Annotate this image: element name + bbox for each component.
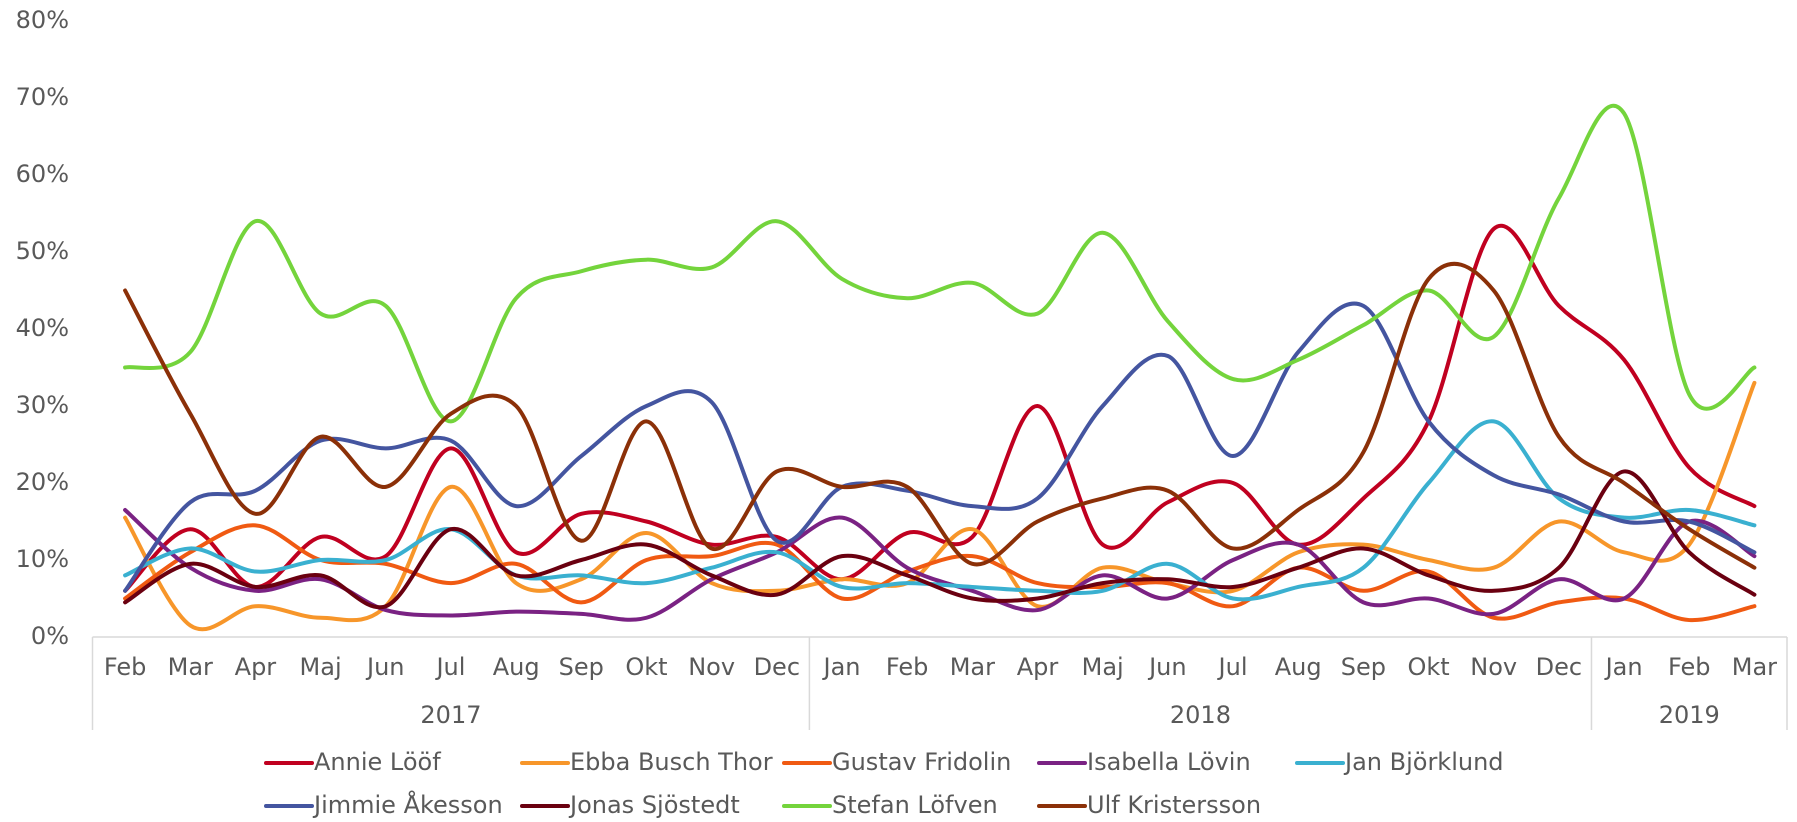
legend-label: Jan Björklund (1343, 748, 1504, 776)
y-tick-label: 50% (16, 237, 69, 265)
x-tick-label: Mar (950, 653, 995, 681)
x-tick-label: Okt (625, 653, 667, 681)
x-tick-label: Feb (886, 653, 929, 681)
x-tick-label: Nov (688, 653, 735, 681)
x-tick-label: Maj (1082, 653, 1124, 681)
legend-label: Isabella Lövin (1087, 748, 1251, 776)
x-tick-label: Feb (1668, 653, 1711, 681)
y-tick-label: 0% (31, 622, 69, 650)
legend-label: Ebba Busch Thor (570, 748, 773, 776)
x-tick-label: Mar (168, 653, 213, 681)
x-tick-label: Jan (1604, 653, 1643, 681)
x-tick-label: Sep (1341, 653, 1386, 681)
x-tick-label: Sep (559, 653, 604, 681)
x-tick-label: Aug (493, 653, 540, 681)
legend-label: Jonas Sjöstedt (568, 791, 740, 819)
series-line (123, 223, 1757, 593)
x-tick-label: Dec (1536, 653, 1582, 681)
x-tick-label: Jun (1147, 653, 1187, 681)
series-line (123, 380, 1757, 632)
x-tick-label: Nov (1470, 653, 1517, 681)
x-tick-label: Apr (235, 653, 277, 681)
y-tick-label: 10% (16, 545, 69, 573)
legend-label: Annie Lööf (314, 748, 441, 776)
series-line (123, 469, 1757, 610)
legend-label: Gustav Fridolin (832, 748, 1011, 776)
x-tick-label: Feb (104, 653, 147, 681)
x-tick-label: Maj (300, 653, 342, 681)
series-line (123, 103, 1757, 424)
y-tick-label: 80% (16, 6, 69, 34)
legend-label: Stefan Löfven (832, 791, 998, 819)
x-tick-label: Jan (821, 653, 860, 681)
legend-label: Ulf Kristersson (1087, 791, 1261, 819)
x-group-label: 2019 (1659, 701, 1720, 729)
series-line (123, 419, 1757, 602)
series-line (123, 261, 1757, 570)
x-tick-label: Dec (754, 653, 800, 681)
x-group-label: 2017 (420, 701, 481, 729)
x-tick-label: Jun (365, 653, 405, 681)
x-tick-label: Okt (1407, 653, 1449, 681)
y-tick-label: 70% (16, 83, 69, 111)
y-tick-label: 30% (16, 391, 69, 419)
x-tick-label: Jul (434, 653, 465, 681)
y-tick-label: 40% (16, 314, 69, 342)
series-line (123, 301, 1757, 593)
y-tick-label: 60% (16, 160, 69, 188)
x-tick-label: Mar (1732, 653, 1777, 681)
legend-label: Jimmie Åkesson (312, 790, 503, 819)
x-tick-label: Jul (1217, 653, 1248, 681)
y-tick-label: 20% (16, 468, 69, 496)
x-tick-label: Aug (1275, 653, 1322, 681)
x-group-label: 2018 (1170, 701, 1231, 729)
x-tick-label: Apr (1017, 653, 1059, 681)
